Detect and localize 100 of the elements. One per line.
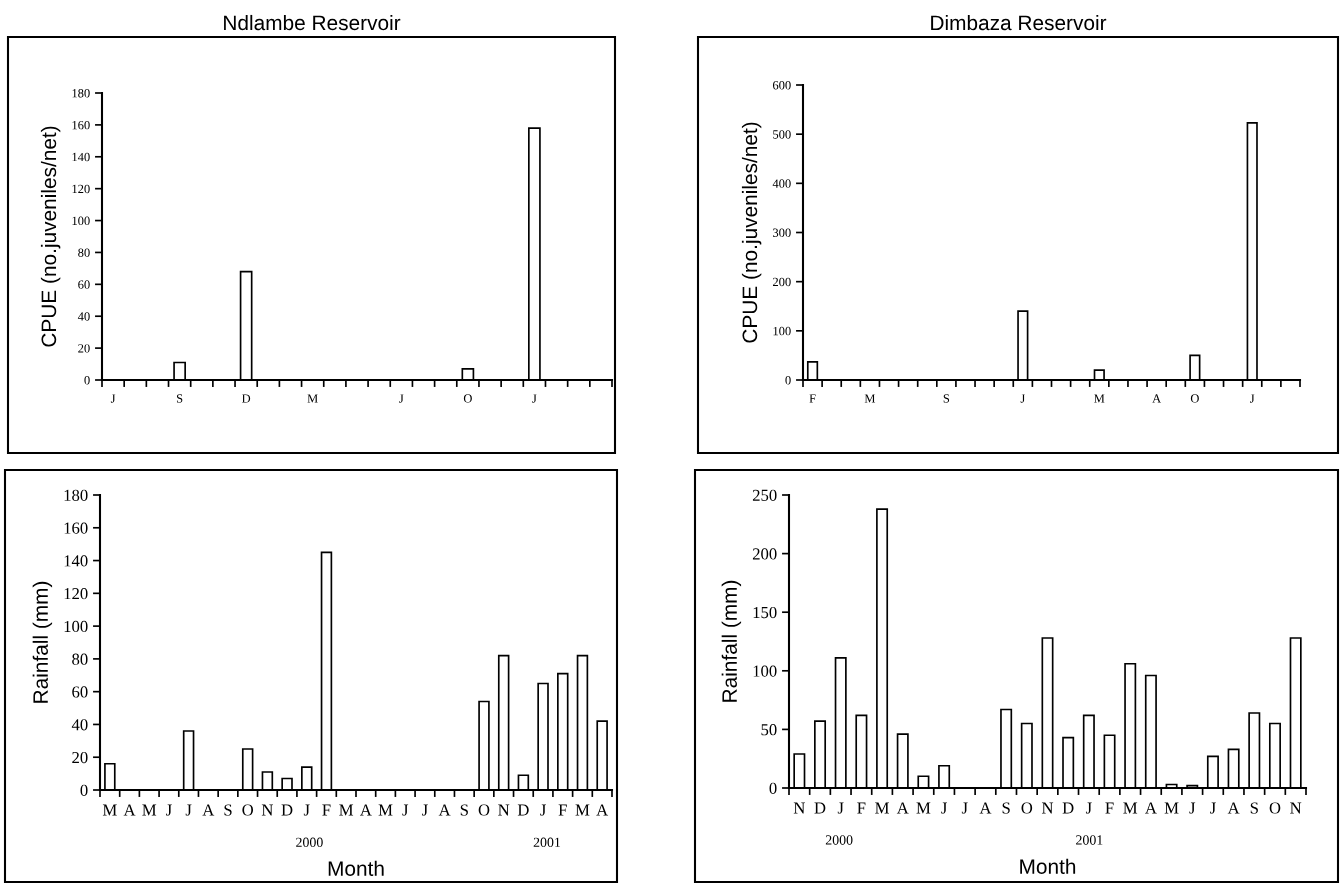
x-tick-label: F — [857, 802, 866, 814]
x-axis-title: Month — [328, 860, 384, 876]
x-tick-label: M — [339, 804, 354, 816]
x-tick-label: J — [941, 802, 947, 814]
x-tick-label: S — [1002, 802, 1010, 814]
x-tick-label: J — [422, 804, 428, 816]
x-axis-title: Month — [1020, 858, 1076, 874]
y-tick-label: 20 — [72, 751, 88, 764]
x-tick-label: D — [814, 802, 826, 814]
x-tick-label: S — [943, 394, 950, 403]
x-tick-label: N — [793, 802, 805, 814]
x-tick-label: M — [1164, 802, 1179, 814]
x-tick-label: M — [102, 804, 117, 816]
y-tick-label: 300 — [773, 228, 791, 237]
x-tick-label: F — [558, 804, 567, 816]
y-tick-label: 180 — [64, 489, 88, 501]
x-tick-label: N — [1041, 802, 1054, 814]
x-tick-label: J — [303, 804, 310, 816]
x-tick-label: A — [1152, 394, 1162, 403]
x-tick-label: J — [961, 802, 968, 814]
y-tick-label: 40 — [77, 312, 90, 321]
x-tick-label: J — [532, 394, 537, 403]
x-tick-label: J — [402, 804, 409, 816]
x-tick-label: A — [896, 802, 909, 814]
y-tick-label: 120 — [64, 588, 88, 600]
y-tick-label: 60 — [72, 686, 88, 698]
x-tick-label: M — [1094, 394, 1105, 403]
x-tick-label: O — [1190, 394, 1199, 403]
y-tick-label: 140 — [72, 152, 90, 162]
y-axis-title: Rainfall (mm) — [721, 580, 742, 702]
x-tick-label: O — [463, 394, 472, 403]
y-tick-label: 600 — [772, 81, 791, 90]
y-tick-label: 0 — [785, 376, 791, 385]
x-tick-label: N — [261, 804, 274, 816]
x-tick-label: J — [166, 804, 172, 816]
x-tick-label: J — [1085, 802, 1092, 814]
chart-title: Dimbaza Reservoir — [931, 14, 1107, 31]
y-axis-title: CPUE (no.juveniles/net) — [741, 122, 762, 343]
y-tick-label: 200 — [772, 277, 791, 287]
x-tick-label: M — [916, 802, 931, 814]
x-tick-label: O — [1269, 802, 1281, 814]
y-tick-label: 160 — [64, 522, 88, 534]
x-tick-label: A — [979, 802, 992, 814]
text: 2001 — [1076, 835, 1103, 845]
x-tick-label: A — [359, 804, 372, 816]
x-tick-label: M — [864, 394, 876, 403]
x-tick-label: A — [202, 804, 215, 816]
x-tick-label: S — [1250, 802, 1258, 814]
y-tick-label: 200 — [752, 548, 777, 560]
x-tick-label: O — [478, 804, 490, 816]
y-tick-label: 100 — [72, 216, 90, 226]
text: 2001 — [533, 837, 561, 847]
chart-title: Ndlambe Reservoir — [224, 14, 401, 31]
y-tick-label: 120 — [72, 184, 90, 194]
x-tick-label: J — [110, 394, 116, 403]
y-axis-title: Rainfall (mm) — [32, 581, 53, 703]
x-tick-label: A — [1227, 802, 1240, 814]
x-tick-label: J — [1210, 802, 1216, 814]
x-tick-label: J — [1189, 802, 1196, 814]
x-tick-label: F — [1105, 802, 1114, 814]
x-tick-label: O — [242, 804, 254, 816]
x-tick-label: N — [1290, 802, 1302, 814]
y-axis-title: CPUE (no.juveniles/net) — [40, 126, 61, 347]
x-tick-label: D — [281, 804, 293, 816]
y-tick-label: 160 — [72, 120, 90, 130]
x-tick-label: F — [322, 804, 331, 816]
x-tick-label: S — [460, 804, 468, 816]
y-tick-label: 140 — [64, 555, 88, 567]
x-tick-label: M — [378, 804, 393, 816]
y-tick-label: 80 — [72, 653, 88, 665]
y-tick-label: 100 — [773, 326, 791, 336]
y-tick-label: 180 — [72, 89, 90, 98]
x-tick-label: F — [809, 394, 816, 403]
x-tick-label: S — [176, 394, 183, 403]
x-tick-label: J — [399, 394, 404, 403]
y-tick-label: 40 — [71, 719, 88, 731]
y-tick-label: 500 — [773, 130, 791, 139]
x-tick-label: A — [438, 804, 451, 816]
text: 2000 — [296, 837, 323, 847]
y-tick-label: 150 — [753, 606, 777, 619]
y-tick-label: 0 — [84, 376, 90, 385]
x-tick-label: M — [1123, 802, 1138, 814]
x-tick-label: D — [517, 804, 529, 816]
y-tick-label: 0 — [769, 782, 777, 794]
x-tick-label: J — [1020, 394, 1025, 403]
x-tick-label: M — [307, 394, 318, 403]
y-tick-label: 100 — [64, 620, 88, 633]
y-tick-label: 60 — [78, 280, 90, 289]
x-tick-label: J — [540, 804, 546, 816]
y-tick-label: 0 — [80, 784, 88, 796]
x-tick-label: J — [837, 802, 844, 814]
x-tick-label: O — [1021, 802, 1033, 814]
y-tick-label: 50 — [761, 724, 777, 736]
x-tick-label: M — [575, 804, 590, 816]
x-tick-label: M — [875, 802, 889, 814]
x-tick-label: N — [498, 804, 510, 816]
x-tick-label: A — [123, 804, 136, 816]
x-tick-label: M — [142, 804, 157, 816]
y-tick-label: 100 — [753, 665, 777, 677]
x-tick-label: J — [185, 804, 192, 816]
